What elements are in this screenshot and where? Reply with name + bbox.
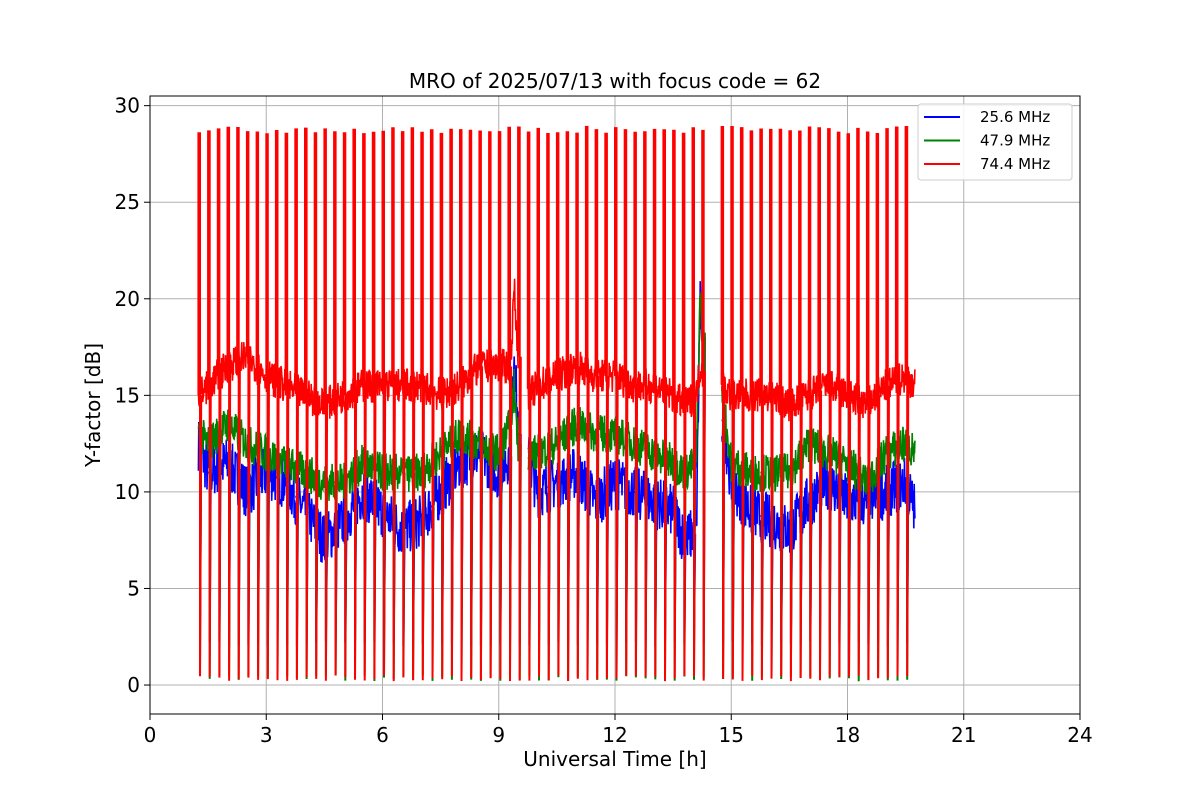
x-tick-label: 0 <box>144 723 157 747</box>
x-tick-label: 3 <box>260 723 273 747</box>
x-tick-label: 9 <box>492 723 505 747</box>
y-axis: 0 5 10 15 20 25 30 <box>115 94 150 697</box>
x-tick-label: 21 <box>951 723 976 747</box>
y-tick-label: 30 <box>115 94 140 118</box>
x-tick-label: 6 <box>376 723 389 747</box>
legend-label: 47.9 MHz <box>980 132 1050 150</box>
y-tick-label: 10 <box>115 480 140 504</box>
legend: 25.6 MHz 47.9 MHz 74.4 MHz <box>917 103 1073 181</box>
y-axis-label: Y-factor [dB] <box>81 343 105 468</box>
y-tick-label: 25 <box>115 190 140 214</box>
x-tick-label: 12 <box>602 723 627 747</box>
plot-area <box>197 125 916 682</box>
chart-title: MRO of 2025/07/13 with focus code = 62 <box>409 69 821 93</box>
legend-box <box>917 103 1073 181</box>
x-axis-label: Universal Time [h] <box>523 747 706 771</box>
y-tick-label: 0 <box>127 673 140 697</box>
x-tick-label: 15 <box>719 723 744 747</box>
x-tick-label: 18 <box>835 723 860 747</box>
legend-label: 25.6 MHz <box>980 108 1050 126</box>
x-tick-label: 24 <box>1067 723 1092 747</box>
y-tick-label: 5 <box>127 576 140 600</box>
y-tick-label: 20 <box>115 287 140 311</box>
y-tick-label: 15 <box>115 383 140 407</box>
series-spikes <box>197 125 910 682</box>
legend-label: 74.4 MHz <box>980 155 1050 173</box>
x-axis: 0 3 6 9 12 15 18 21 24 <box>144 714 1093 747</box>
